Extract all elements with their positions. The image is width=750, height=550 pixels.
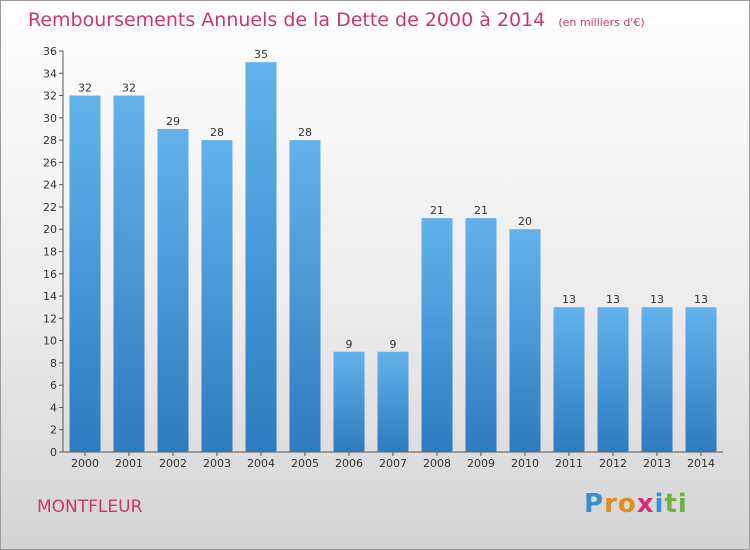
y-tick-label: 30 bbox=[43, 112, 57, 125]
logo-letter: r bbox=[604, 489, 618, 519]
x-tick-label: 2009 bbox=[467, 457, 495, 470]
bar bbox=[421, 218, 453, 452]
y-tick-label: 18 bbox=[43, 246, 57, 259]
data-label: 32 bbox=[122, 82, 136, 95]
bar bbox=[245, 62, 277, 453]
y-tick-label: 16 bbox=[43, 268, 57, 281]
logo-letter: t bbox=[664, 489, 678, 519]
x-tick-label: 2005 bbox=[291, 457, 319, 470]
data-label: 13 bbox=[606, 293, 620, 306]
data-label: 32 bbox=[78, 82, 92, 95]
x-tick-label: 2002 bbox=[159, 457, 187, 470]
data-label: 21 bbox=[474, 204, 488, 217]
x-tick-label: 2007 bbox=[379, 457, 407, 470]
bar bbox=[465, 218, 497, 452]
data-label: 9 bbox=[346, 338, 353, 351]
y-tick-label: 14 bbox=[43, 290, 57, 303]
x-tick-label: 2001 bbox=[115, 457, 143, 470]
y-tick-label: 4 bbox=[50, 401, 57, 414]
data-label: 13 bbox=[694, 293, 708, 306]
bar bbox=[69, 95, 101, 453]
unit-note: (en milliers d'€) bbox=[558, 16, 645, 29]
bars bbox=[69, 62, 717, 453]
proxiti-logo: Proxiti bbox=[584, 489, 688, 519]
y-tick-label: 32 bbox=[43, 90, 57, 103]
y-tick-label: 26 bbox=[43, 156, 57, 169]
y-tick-label: 10 bbox=[43, 335, 57, 348]
logo-letter: i bbox=[654, 489, 665, 519]
data-labels: 32 32 29 28 35 28 9 9 21 21 20 13 13 13 13 bbox=[78, 48, 708, 351]
y-tick-label: 6 bbox=[50, 379, 57, 392]
data-label: 21 bbox=[430, 204, 444, 217]
bar bbox=[333, 351, 365, 452]
x-tick-label: 2014 bbox=[687, 457, 715, 470]
bar bbox=[289, 140, 321, 452]
chart-title: Remboursements Annuels de la Dette de 20… bbox=[28, 9, 546, 31]
data-label: 13 bbox=[562, 293, 576, 306]
bar bbox=[597, 307, 629, 452]
city-name: MONTFLEUR bbox=[37, 497, 143, 517]
data-label: 20 bbox=[518, 215, 532, 228]
x-tick-label: 2003 bbox=[203, 457, 231, 470]
x-tick-label: 2006 bbox=[335, 457, 363, 470]
logo-letter: P bbox=[584, 489, 605, 519]
data-label: 29 bbox=[166, 115, 180, 128]
logo-letter: i bbox=[677, 489, 688, 519]
y-tick-label: 24 bbox=[43, 179, 57, 192]
bar bbox=[201, 140, 233, 452]
data-label: 9 bbox=[390, 338, 397, 351]
bar bbox=[113, 95, 145, 453]
y-tick-label: 36 bbox=[43, 45, 57, 58]
x-tick-label: 2000 bbox=[71, 457, 99, 470]
y-tick-label: 34 bbox=[43, 67, 57, 80]
chart-title-block: Remboursements Annuels de la Dette de 20… bbox=[28, 9, 645, 31]
y-tick-label: 2 bbox=[50, 424, 57, 437]
y-tick-label: 0 bbox=[50, 446, 57, 459]
data-label: 35 bbox=[254, 48, 268, 61]
x-tick-label: 2013 bbox=[643, 457, 671, 470]
bar bbox=[553, 307, 585, 452]
data-label: 13 bbox=[650, 293, 664, 306]
x-tick-label: 2010 bbox=[511, 457, 539, 470]
x-tick-label: 2004 bbox=[247, 457, 275, 470]
bar bbox=[377, 351, 409, 452]
x-tick-label: 2011 bbox=[555, 457, 583, 470]
x-tick-label: 2012 bbox=[599, 457, 627, 470]
logo-letter: o bbox=[617, 489, 637, 519]
y-tick-label: 22 bbox=[43, 201, 57, 214]
y-tick-label: 20 bbox=[43, 223, 57, 236]
bar bbox=[685, 307, 717, 452]
x-tick-label: 2008 bbox=[423, 457, 451, 470]
y-tick-label: 28 bbox=[43, 134, 57, 147]
y-tick-label: 8 bbox=[50, 357, 57, 370]
bar bbox=[509, 229, 541, 452]
y-tick-label: 12 bbox=[43, 312, 57, 325]
logo-letter: x bbox=[636, 489, 655, 519]
data-label: 28 bbox=[298, 126, 312, 139]
bar bbox=[641, 307, 673, 452]
data-label: 28 bbox=[210, 126, 224, 139]
bar bbox=[157, 128, 189, 452]
